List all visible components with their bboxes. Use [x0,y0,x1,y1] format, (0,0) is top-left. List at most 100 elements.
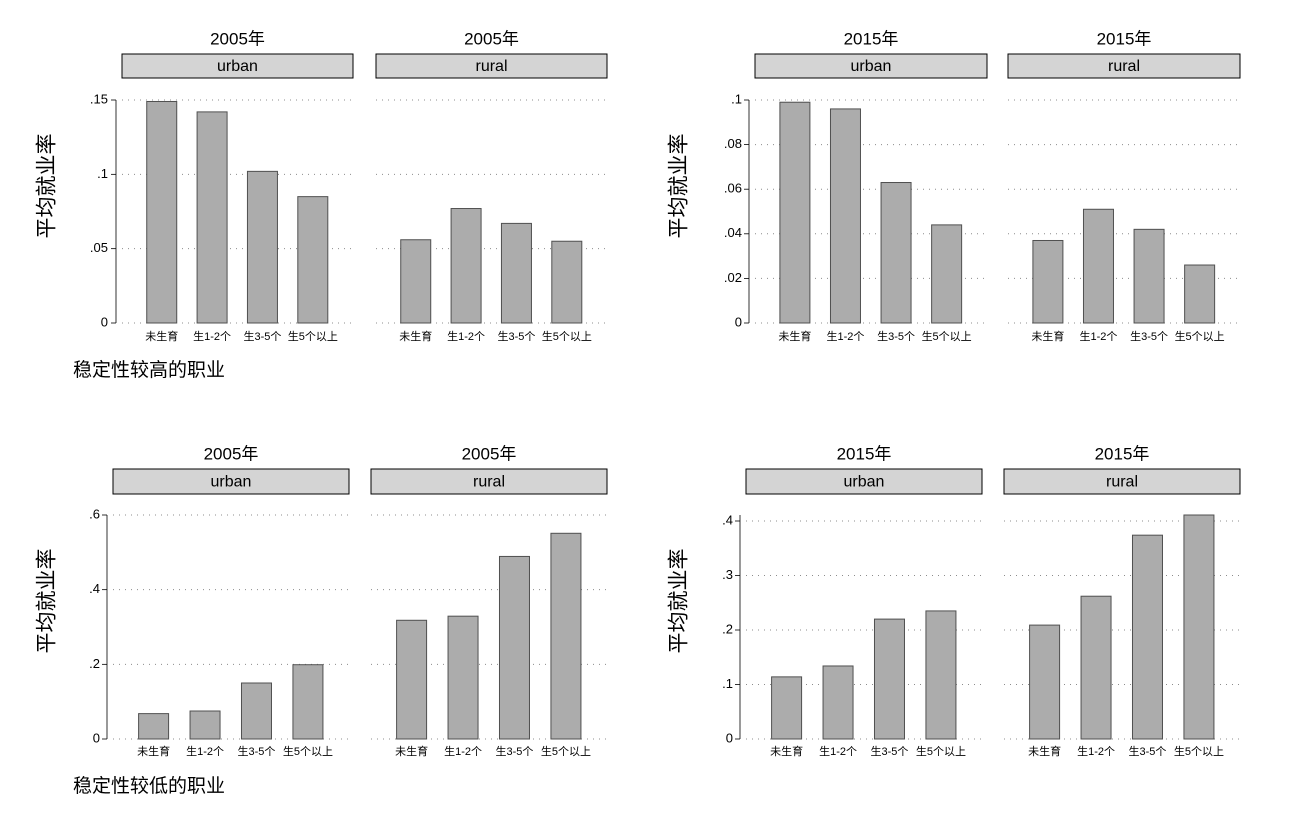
strip-label: urban [217,58,258,75]
strip-label: rural [473,474,505,491]
row-caption: 稳定性较低的职业 [73,775,225,797]
category-label: 生1-2个 [827,329,865,343]
y-tick-label: .1 [97,166,108,181]
y-axis-label: 平均就业率 [668,549,691,654]
panel-title: 2005年 [210,29,265,48]
bar [396,619,428,740]
bar [873,618,905,740]
category-label: 生5个以上 [916,744,966,758]
panel-title: 2005年 [464,29,519,48]
bar [822,665,854,740]
strip-label: rural [1108,58,1140,75]
bar [1032,239,1064,324]
category-label: 生5个以上 [288,329,338,343]
category-label: 未生育 [778,329,811,343]
panel-title: 2015年 [1095,444,1150,463]
strip-box [112,468,350,495]
category-label: 生1-2个 [447,329,485,343]
bar [1080,595,1112,740]
bar [1133,228,1165,324]
strip-label: urban [211,474,252,491]
category-label: 生3-5个 [238,744,276,758]
facet-panel: 2005年 rural 未生育 生1-2个 生3-5个 生5个以上 [370,444,608,758]
category-label: 生3-5个 [1130,329,1168,343]
category-label: 生3-5个 [1129,744,1167,758]
bar [450,208,482,324]
bar [447,615,479,740]
category-label: 生5个以上 [541,744,591,758]
bar [1184,264,1216,324]
facet-panel: 2005年 rural 未生育 生1-2个 生3-5个 生5个以上 [375,29,608,343]
bar [550,532,582,740]
bar [240,682,272,740]
category-label: 未生育 [137,744,170,758]
strip-label: urban [844,474,885,491]
bar [138,713,170,740]
bar [1082,208,1114,324]
category-label: 未生育 [145,329,178,343]
category-label: 生1-2个 [193,329,231,343]
y-tick-label: .2 [89,656,100,671]
bar [771,676,803,740]
category-label: 生3-5个 [497,329,535,343]
y-tick-label: .08 [724,136,742,151]
y-tick-label: .04 [724,225,742,240]
panel-title: 2015年 [844,29,899,48]
category-label: 生1-2个 [1077,744,1115,758]
category-label: 生3-5个 [496,744,534,758]
category-label: 生1-2个 [819,744,857,758]
y-tick-label: 0 [726,730,733,745]
category-label: 生1-2个 [444,744,482,758]
bar [292,664,324,740]
y-tick-label: .4 [722,512,733,527]
bar [829,108,861,324]
y-axis-label: 平均就业率 [668,134,691,239]
facet-panel: 2005年 urban 未生育 生1-2个 生3-5个 生5个以上 [112,444,350,758]
category-label: 生5个以上 [542,329,592,343]
category-label: 未生育 [770,744,803,758]
y-tick-label: .6 [89,506,100,521]
category-label: 生3-5个 [871,744,909,758]
y-tick-label: 0 [101,314,108,329]
bar [246,170,278,324]
panel-title: 2005年 [462,444,517,463]
facet-panel: 2005年 urban 未生育 生1-2个 生3-5个 生5个以上 [121,29,354,343]
strip-box [745,468,983,495]
y-tick-label: .06 [724,181,742,196]
bar [1183,514,1215,740]
category-label: 生5个以上 [1175,329,1225,343]
strip-label: urban [851,58,892,75]
bar [297,196,329,324]
facet-panel: 2015年 rural 未生育 生1-2个 生3-5个 生5个以上 [1007,29,1241,343]
panel-title: 2005年 [204,444,259,463]
bar [498,555,530,740]
y-tick-label: .02 [724,270,742,285]
category-label: 未生育 [1031,329,1064,343]
y-tick-label: 0 [735,314,742,329]
category-label: 未生育 [1028,744,1061,758]
category-label: 生5个以上 [1174,744,1224,758]
category-label: 生3-5个 [243,329,281,343]
category-label: 生1-2个 [1080,329,1118,343]
y-tick-label: .05 [90,240,108,255]
strip-box [1007,53,1241,79]
category-label: 生3-5个 [877,329,915,343]
bar [925,610,957,740]
facet-panel: 2015年 urban 未生育 生1-2个 生3-5个 生5个以上 [745,444,983,758]
panel-title: 2015年 [1097,29,1152,48]
strip-label: rural [1106,474,1138,491]
strip-box [1003,468,1241,495]
strip-box [370,468,608,495]
facet-panel: 2015年 rural 未生育 生1-2个 生3-5个 生5个以上 [1003,444,1241,758]
bar [551,240,583,324]
y-tick-label: .3 [722,567,733,582]
bar [779,101,811,324]
bar [400,239,432,324]
bar [880,182,912,324]
panel-title: 2015年 [837,444,892,463]
facet-panel: 2015年 urban 未生育 生1-2个 生3-5个 生5个以上 [754,29,988,343]
